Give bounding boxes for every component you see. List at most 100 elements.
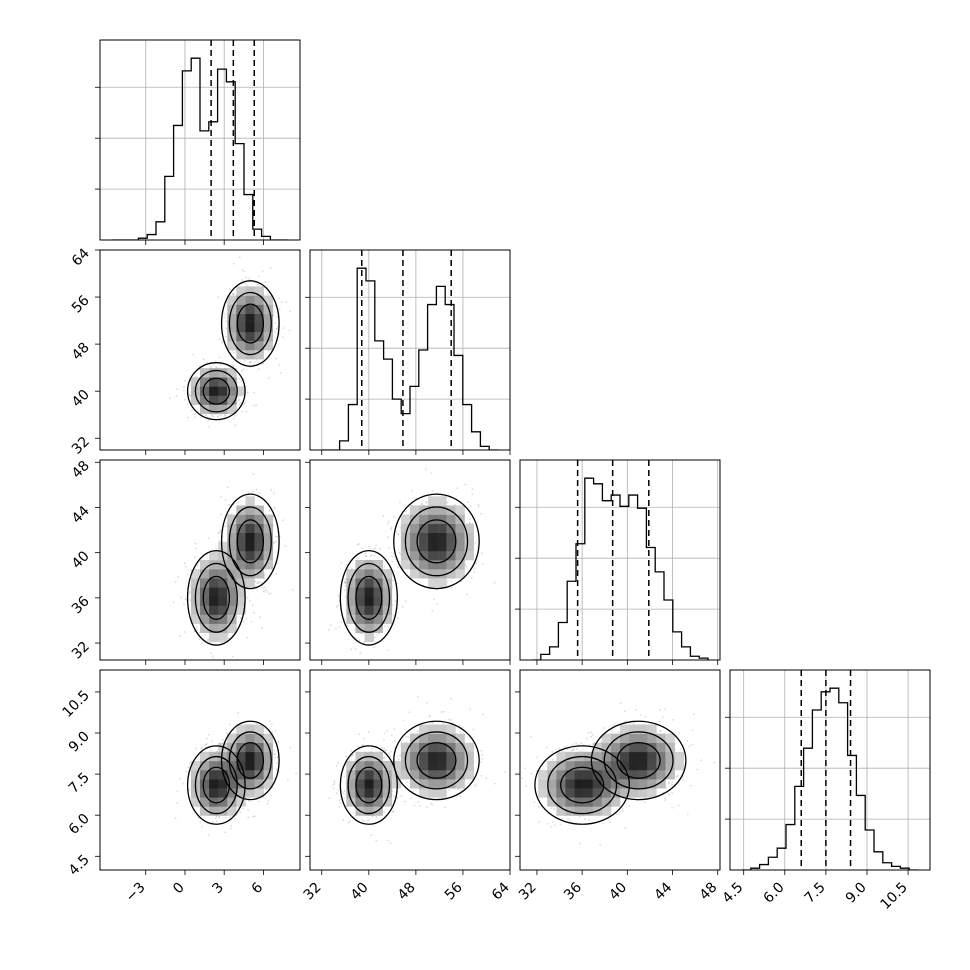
sample-point (212, 821, 214, 823)
sample-point (177, 790, 179, 792)
density-bin (428, 533, 437, 542)
sample-point (270, 267, 272, 269)
density-bin (465, 542, 474, 551)
y-tick-label-2-4: 48 (69, 458, 93, 482)
sample-point (344, 589, 346, 591)
y-tick-label-1-3: 56 (69, 293, 93, 317)
sample-point (402, 606, 404, 608)
sample-point (230, 825, 232, 827)
sample-point (268, 800, 270, 802)
sample-point (431, 804, 433, 806)
sample-point (417, 801, 419, 803)
sample-point (253, 612, 255, 614)
sample-point (185, 598, 187, 600)
sample-point (184, 562, 186, 564)
sample-point (184, 399, 186, 401)
sample-point (274, 322, 276, 324)
sample-point (206, 361, 208, 363)
panel-2-2 (515, 460, 720, 665)
sample-point (400, 740, 402, 742)
sample-point (176, 388, 178, 390)
density-bin (245, 569, 254, 578)
histogram-2 (532, 478, 708, 660)
y-tick-label-2-2: 40 (69, 548, 93, 572)
sample-point (351, 756, 353, 758)
sample-point (441, 711, 443, 713)
sample-point (245, 618, 247, 620)
sample-point (249, 600, 251, 602)
sample-point (253, 473, 255, 475)
sample-point (253, 392, 255, 394)
sample-point (199, 822, 201, 824)
density-bin (401, 515, 410, 524)
sample-point (383, 739, 385, 741)
density-bin (236, 295, 245, 304)
density-bin (245, 551, 254, 560)
density-bin (383, 596, 392, 605)
sample-point (187, 417, 189, 419)
sample-point (450, 580, 452, 582)
y-tick-label-1-2: 48 (69, 340, 93, 364)
sample-point (472, 729, 474, 731)
sample-point (251, 621, 253, 623)
sample-point (405, 510, 407, 512)
sample-point (255, 585, 257, 587)
density-bin (245, 323, 254, 332)
density-bin (455, 533, 464, 542)
sample-point (243, 271, 245, 273)
sample-point (375, 816, 377, 818)
sample-point (374, 555, 376, 557)
sample-point (264, 573, 266, 575)
density-bin (410, 524, 419, 533)
sample-point (222, 739, 224, 741)
sample-point (189, 592, 191, 594)
density-bin (437, 551, 446, 560)
sample-point (363, 641, 365, 643)
sample-point (247, 392, 249, 394)
sample-point (254, 361, 256, 363)
sample-point (212, 658, 214, 660)
density-bin (227, 542, 236, 551)
sample-point (176, 802, 178, 804)
sample-point (216, 820, 218, 822)
sample-point (180, 596, 182, 598)
sample-point (456, 487, 458, 489)
sample-point (374, 547, 376, 549)
y-tick-label-3-1: 6.0 (66, 811, 93, 838)
density-bin (200, 752, 209, 761)
density-bin (200, 624, 209, 633)
sample-point (225, 729, 227, 731)
sample-point (232, 365, 234, 367)
sample-point (239, 403, 241, 405)
panel-content-1-1 (310, 250, 510, 450)
density-bin (365, 578, 374, 587)
sample-point (369, 556, 371, 558)
sample-point (278, 741, 280, 743)
sample-point (387, 840, 389, 842)
sample-point (268, 510, 270, 512)
sample-point (215, 360, 217, 362)
sample-point (478, 506, 480, 508)
sample-point (371, 554, 373, 556)
sample-point (399, 561, 401, 563)
sample-point (187, 574, 189, 576)
sample-point (229, 724, 231, 726)
sample-point (443, 711, 445, 713)
sample-point (358, 558, 360, 560)
sample-point (199, 365, 201, 367)
density-bin (209, 386, 218, 395)
sample-point (397, 617, 399, 619)
density-bin (227, 314, 236, 323)
sample-point (276, 769, 278, 771)
sample-point (390, 751, 392, 753)
sample-point (295, 773, 297, 775)
density-bin (355, 615, 364, 624)
sample-point (391, 561, 393, 563)
sample-point (469, 518, 471, 520)
density-bin (428, 524, 437, 533)
density-bin (455, 505, 464, 514)
sample-point (245, 411, 247, 413)
sample-point (289, 330, 291, 332)
sample-point (375, 544, 377, 546)
sample-point (373, 646, 375, 648)
